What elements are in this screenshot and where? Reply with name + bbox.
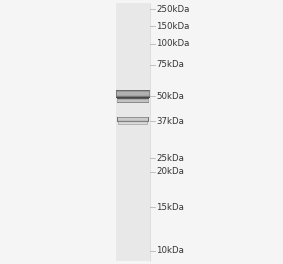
Bar [118,122,148,125]
Text: 25kDa: 25kDa [156,154,184,163]
Bar [117,98,149,103]
Bar [118,118,148,121]
Bar [117,99,149,103]
Bar [118,100,148,102]
Bar [116,91,150,97]
Text: 250kDa: 250kDa [156,5,190,14]
Bar [117,92,149,96]
Bar [117,117,149,122]
Bar [116,90,150,97]
Bar [118,118,148,121]
Text: 10kDa: 10kDa [156,246,184,255]
Text: 150kDa: 150kDa [156,22,190,31]
Bar [117,92,149,95]
Bar [118,117,148,121]
Bar [117,99,149,102]
Bar [116,3,150,261]
Bar [116,90,150,98]
Text: 15kDa: 15kDa [156,203,184,212]
Bar [119,122,147,124]
Bar [117,91,149,96]
Bar [116,91,150,97]
Bar [119,122,147,124]
Bar [118,122,148,125]
Bar [117,100,149,102]
Bar [117,91,149,96]
Bar [119,122,147,125]
Bar [118,121,148,125]
Bar [118,117,148,121]
Bar [117,117,149,122]
Bar [117,100,149,102]
Text: 20kDa: 20kDa [156,167,184,176]
Bar [117,99,149,103]
Bar [119,122,147,124]
Text: 75kDa: 75kDa [156,60,184,69]
Bar [118,117,148,121]
Text: 100kDa: 100kDa [156,39,190,48]
Text: 37kDa: 37kDa [156,117,184,126]
Bar [118,122,148,125]
Bar [118,118,148,120]
Text: 50kDa: 50kDa [156,92,184,101]
Bar [117,99,149,103]
